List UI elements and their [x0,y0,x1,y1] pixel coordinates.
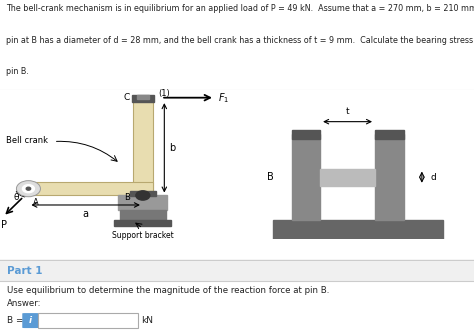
Text: Support bracket: Support bracket [112,231,173,240]
Circle shape [22,185,35,193]
Bar [292,134,320,220]
Bar [129,191,156,196]
Circle shape [17,181,40,197]
Bar [120,210,166,221]
Circle shape [136,191,150,200]
Bar [38,313,138,328]
Bar [375,130,403,139]
Text: b: b [169,143,175,153]
Text: Use equilibrium to determine the magnitude of the reaction force at pin B.: Use equilibrium to determine the magnitu… [7,286,329,295]
Bar [132,95,154,102]
Text: Part 1: Part 1 [7,266,43,276]
Polygon shape [28,182,153,196]
Bar [375,134,403,220]
Bar [320,169,375,186]
Text: i: i [29,316,32,325]
Text: B =: B = [7,316,24,325]
Text: B: B [124,193,129,202]
Text: The bell-crank mechanism is in equilibrium for an applied load of P = 49 kN.  As: The bell-crank mechanism is in equilibri… [6,4,474,14]
Text: C: C [123,93,129,102]
Text: B: B [267,172,273,182]
Text: pin B.: pin B. [6,67,29,76]
Text: θ: θ [13,193,19,202]
Text: kN: kN [141,316,153,325]
Bar [292,130,320,139]
Text: pin at B has a diameter of d = 28 mm, and the bell crank has a thickness of t = : pin at B has a diameter of d = 28 mm, an… [6,36,474,45]
Bar [118,196,167,210]
Text: d: d [431,173,437,182]
Bar [114,220,171,226]
Text: t: t [346,107,349,116]
Polygon shape [133,100,153,196]
Text: a: a [82,208,89,218]
Bar [273,220,443,239]
Bar [137,95,148,99]
Bar [0,261,474,281]
Text: Bell crank: Bell crank [6,136,48,145]
FancyBboxPatch shape [22,313,39,328]
Text: A: A [33,198,39,207]
Text: Answer:: Answer: [7,299,42,308]
Text: $F_1$: $F_1$ [218,91,229,105]
Text: (1): (1) [158,89,170,98]
Text: P: P [0,220,7,230]
Circle shape [26,187,31,190]
